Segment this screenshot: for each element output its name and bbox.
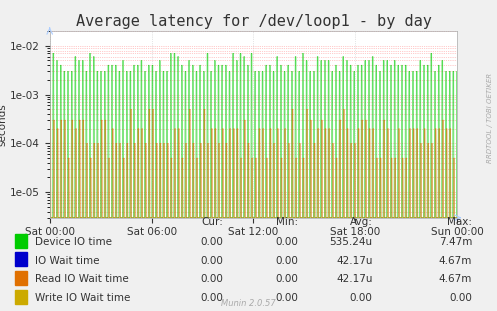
Bar (15, 290, 27, 304)
Text: 42.17u: 42.17u (336, 274, 373, 284)
Text: 0.00: 0.00 (350, 293, 373, 303)
Text: 0.00: 0.00 (449, 293, 472, 303)
Text: 0.00: 0.00 (201, 237, 224, 247)
Text: 0.00: 0.00 (275, 256, 298, 266)
Title: Average latency for /dev/loop1 - by day: Average latency for /dev/loop1 - by day (76, 14, 431, 29)
Text: IO Wait time: IO Wait time (35, 256, 99, 266)
Text: 7.47m: 7.47m (439, 237, 472, 247)
Text: 535.24u: 535.24u (330, 237, 373, 247)
Text: Min:: Min: (276, 217, 298, 227)
Text: Read IO Wait time: Read IO Wait time (35, 274, 129, 284)
Text: 0.00: 0.00 (201, 293, 224, 303)
Text: 0.00: 0.00 (201, 274, 224, 284)
Text: 0.00: 0.00 (201, 256, 224, 266)
Bar (15, 234, 27, 248)
Text: 0.00: 0.00 (275, 274, 298, 284)
Text: Munin 2.0.57: Munin 2.0.57 (221, 299, 276, 308)
Text: 42.17u: 42.17u (336, 256, 373, 266)
Text: 0.00: 0.00 (275, 293, 298, 303)
Text: Max:: Max: (447, 217, 472, 227)
Text: 4.67m: 4.67m (439, 256, 472, 266)
Text: Avg:: Avg: (350, 217, 373, 227)
Text: Write IO Wait time: Write IO Wait time (35, 293, 130, 303)
Text: Cur:: Cur: (202, 217, 224, 227)
Text: 4.67m: 4.67m (439, 274, 472, 284)
Bar (15, 252, 27, 266)
Y-axis label: seconds: seconds (0, 103, 7, 146)
Text: 0.00: 0.00 (275, 237, 298, 247)
Bar (15, 271, 27, 285)
Text: Device IO time: Device IO time (35, 237, 112, 247)
Text: RRDTOOL / TOBI OETIKER: RRDTOOL / TOBI OETIKER (487, 73, 493, 163)
